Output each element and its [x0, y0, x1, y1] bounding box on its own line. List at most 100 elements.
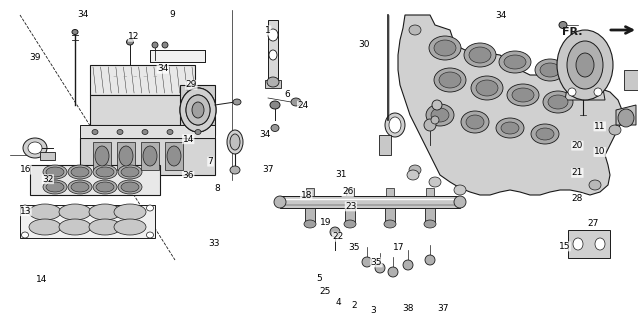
Polygon shape [345, 208, 355, 222]
Ellipse shape [274, 196, 286, 208]
Ellipse shape [496, 118, 524, 138]
Ellipse shape [469, 47, 491, 63]
Polygon shape [306, 188, 314, 196]
Ellipse shape [543, 91, 573, 113]
Polygon shape [165, 142, 183, 170]
Text: 19: 19 [320, 218, 331, 227]
Text: 39: 39 [29, 53, 41, 62]
Text: 17: 17 [393, 244, 404, 252]
Ellipse shape [271, 124, 279, 132]
Text: 32: 32 [42, 175, 54, 184]
Ellipse shape [95, 146, 109, 166]
Text: 16: 16 [20, 165, 31, 174]
Ellipse shape [409, 25, 421, 35]
Ellipse shape [531, 124, 559, 144]
Text: 12: 12 [128, 32, 140, 41]
Ellipse shape [29, 219, 61, 235]
Ellipse shape [71, 182, 89, 192]
Ellipse shape [147, 205, 154, 211]
Polygon shape [386, 188, 394, 196]
Text: 31: 31 [336, 170, 347, 179]
Ellipse shape [142, 130, 148, 134]
Text: 2: 2 [352, 301, 357, 310]
Ellipse shape [535, 59, 565, 81]
Ellipse shape [388, 267, 398, 277]
Ellipse shape [29, 204, 61, 220]
Ellipse shape [431, 116, 439, 124]
Ellipse shape [426, 104, 454, 126]
Ellipse shape [471, 76, 503, 100]
Text: 38: 38 [403, 304, 414, 313]
Text: 14: 14 [182, 135, 194, 144]
Text: FR.: FR. [562, 27, 582, 37]
Ellipse shape [195, 130, 201, 134]
Ellipse shape [121, 167, 139, 177]
Text: 13: 13 [20, 207, 31, 216]
Polygon shape [568, 230, 610, 258]
Polygon shape [80, 125, 215, 138]
Polygon shape [624, 70, 638, 90]
Ellipse shape [186, 95, 210, 125]
Polygon shape [30, 165, 160, 195]
Text: 33: 33 [208, 239, 219, 248]
Ellipse shape [403, 260, 413, 270]
Ellipse shape [454, 196, 466, 208]
Ellipse shape [93, 180, 117, 194]
Ellipse shape [22, 205, 29, 211]
Ellipse shape [512, 88, 534, 102]
Ellipse shape [589, 180, 601, 190]
Ellipse shape [230, 134, 240, 150]
Ellipse shape [618, 109, 634, 127]
Text: 30: 30 [358, 40, 369, 49]
Polygon shape [268, 20, 278, 80]
Polygon shape [425, 208, 435, 222]
Ellipse shape [230, 166, 240, 174]
Polygon shape [90, 95, 195, 125]
Ellipse shape [507, 84, 539, 106]
Text: 15: 15 [559, 242, 570, 251]
Text: 1: 1 [265, 26, 271, 35]
Polygon shape [40, 152, 55, 160]
Ellipse shape [304, 220, 316, 228]
Ellipse shape [227, 130, 243, 154]
Ellipse shape [362, 257, 372, 267]
Ellipse shape [330, 227, 340, 237]
Ellipse shape [576, 53, 594, 77]
Polygon shape [20, 205, 155, 238]
Ellipse shape [464, 43, 496, 67]
Ellipse shape [22, 232, 29, 238]
Text: 10: 10 [594, 148, 605, 156]
Polygon shape [379, 135, 391, 155]
Ellipse shape [114, 204, 146, 220]
Ellipse shape [59, 204, 91, 220]
Text: 37: 37 [438, 304, 449, 313]
Polygon shape [398, 15, 622, 195]
Ellipse shape [609, 125, 621, 135]
Ellipse shape [344, 220, 356, 228]
Ellipse shape [118, 165, 142, 179]
Ellipse shape [46, 167, 64, 177]
Ellipse shape [384, 220, 396, 228]
Text: 11: 11 [594, 122, 605, 131]
Ellipse shape [267, 77, 279, 87]
Text: 5: 5 [316, 274, 322, 283]
Text: 35: 35 [348, 244, 360, 252]
Text: 25: 25 [320, 287, 331, 296]
Text: ~: ~ [133, 74, 137, 79]
Text: 29: 29 [186, 80, 197, 89]
Ellipse shape [291, 98, 301, 106]
Polygon shape [93, 142, 111, 170]
Ellipse shape [117, 130, 123, 134]
Ellipse shape [454, 185, 466, 195]
Ellipse shape [589, 85, 601, 95]
Ellipse shape [499, 51, 531, 73]
Ellipse shape [375, 263, 385, 273]
Text: 34: 34 [259, 130, 271, 139]
Ellipse shape [118, 180, 142, 194]
Ellipse shape [434, 40, 456, 56]
Ellipse shape [152, 42, 158, 48]
Ellipse shape [233, 99, 241, 105]
Text: 22: 22 [332, 232, 344, 241]
Ellipse shape [43, 180, 67, 194]
Ellipse shape [504, 55, 526, 69]
